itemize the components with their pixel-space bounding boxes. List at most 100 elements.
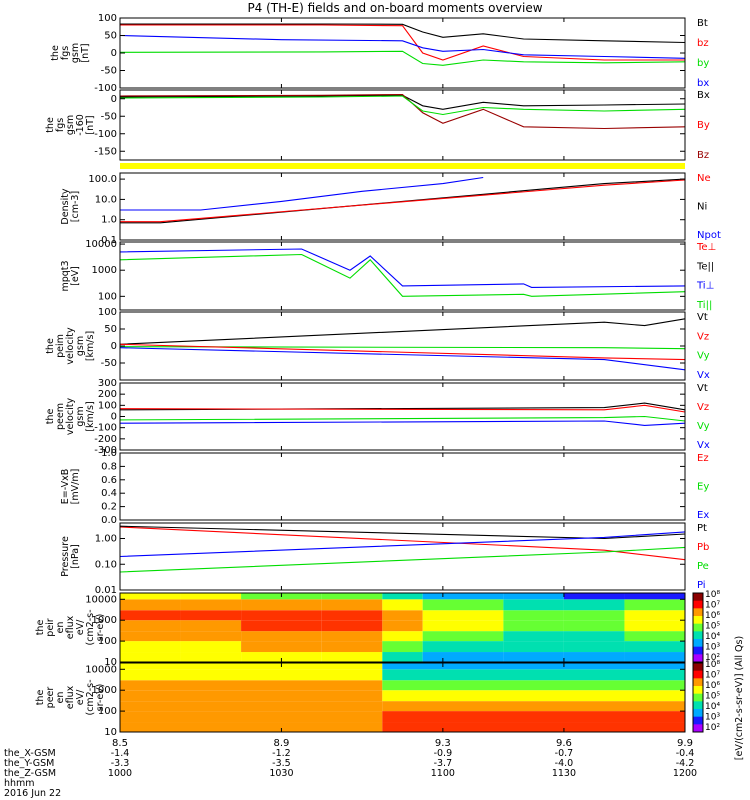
legend-entry: Ni — [697, 202, 707, 213]
colorbar-segment — [693, 678, 703, 687]
y-tick-label: 1.0 — [101, 448, 117, 459]
legend-entry: Te|| — [696, 261, 714, 272]
y-axis-label: E=-VxB [mV/m] — [60, 469, 81, 505]
heat-cell — [241, 599, 322, 611]
heat-cell — [321, 593, 383, 600]
heat-cell — [563, 610, 625, 621]
heat-cell — [503, 641, 564, 653]
y-tick-label: 10000 — [85, 239, 117, 250]
series-line — [119, 347, 686, 371]
colorbar-frame — [692, 592, 704, 663]
y-tick-label: 100.0 — [88, 174, 117, 185]
panel-mpqt3: 100 1000 10000 mpqt3 [eV] Te⊥ Te|| Ti⊥ Ti|| — [60, 239, 716, 311]
y-axis-label-line: Density — [60, 188, 71, 224]
colorbar-segment — [693, 663, 703, 672]
heat-cell — [382, 701, 685, 712]
x-row-value: -3.3 — [111, 758, 130, 769]
heat-cell — [321, 641, 383, 653]
panel-fgs-gsm: -100 -50 0 50 100 the fgs gsm [nT] Bt bz by bx — [50, 13, 709, 94]
colorbar-tick-label: 10² — [705, 723, 720, 733]
heat-cell — [624, 631, 685, 642]
x-row-value: -0.4 — [676, 748, 695, 759]
series-line — [119, 346, 686, 350]
colorbar-segment — [693, 593, 703, 602]
legend-entry: Vz — [697, 331, 709, 342]
colorbar-tick-label: 10⁴ — [705, 632, 720, 642]
y-tick-label: 100 — [98, 400, 117, 411]
legend-entry: bz — [697, 38, 709, 49]
y-axis-label-line: the — [50, 45, 61, 61]
y-axis-label-line: en — [55, 622, 66, 634]
heat-cell — [180, 610, 242, 621]
y-axis-label-line: [cm-3] — [70, 191, 81, 222]
y-axis-label-line: the — [45, 117, 56, 133]
heat-cell — [624, 610, 685, 621]
colorbar-segment — [693, 631, 703, 640]
x-row-value: -1.2 — [272, 748, 291, 759]
heat-cell — [422, 593, 504, 600]
panel-efield: 0.0 0.2 0.4 0.6 0.8 1.0 E=-VxB [mV/m] Ez Ey Ex — [60, 448, 709, 526]
heat-cell — [624, 641, 685, 653]
x-tick-label: 9.3 — [435, 738, 451, 749]
heat-cell — [382, 722, 685, 732]
colorbar-segment — [693, 646, 703, 655]
heat-cell — [120, 663, 383, 670]
y-tick-label: 1000 — [92, 615, 117, 626]
legend-entry: Ez — [697, 453, 709, 464]
heat-cell — [624, 620, 685, 632]
heat-cell — [382, 669, 685, 681]
y-tick-label: 300 — [98, 378, 117, 389]
y-tick-label: -100 — [94, 83, 117, 94]
y-tick-label: 0 — [111, 341, 117, 352]
y-tick-label: -300 — [94, 445, 117, 456]
legend-entry: Ex — [697, 510, 709, 521]
colorbar-tick-label: 10⁸ — [705, 590, 720, 600]
heat-cell — [120, 711, 383, 723]
y-axis-label-line: en — [55, 692, 66, 704]
y-tick-label: 10.0 — [95, 194, 117, 205]
colorbar-segment — [693, 639, 703, 648]
y-axis-label-line: velocity — [65, 327, 76, 365]
heat-cell — [120, 610, 181, 621]
series-line — [119, 526, 686, 561]
legend-entry: by — [697, 58, 709, 69]
heat-cell — [503, 593, 564, 600]
x-row-value: 1000 — [108, 768, 132, 779]
y-axis-label: the peir en eflux eV/(cm2-s-sr-eV) — [35, 609, 106, 645]
y-tick-label: -150 — [94, 146, 117, 157]
colorbar-tick-label: 10⁶ — [705, 681, 720, 691]
legend-entry: Bz — [697, 150, 709, 161]
heat-cell — [422, 631, 504, 642]
heat-cell — [503, 652, 564, 662]
y-axis-label: the fgs gsm [nT] — [50, 43, 91, 63]
legend-entry: Te⊥ — [696, 242, 716, 253]
x-row-name: the_Y-GSM — [4, 758, 54, 769]
legend-entry: Vx — [697, 440, 710, 451]
y-tick-label: -50 — [101, 66, 117, 77]
y-axis-label-line: (cm2-s- — [85, 609, 96, 645]
series-line — [119, 343, 686, 361]
y-axis-label-line: gsm — [75, 336, 86, 356]
y-axis-label-line: Pressure — [60, 536, 71, 577]
legend-entry: Ne — [697, 173, 711, 184]
colorbar-segment — [693, 616, 703, 625]
series-line — [119, 93, 686, 130]
heat-cell — [422, 599, 504, 611]
y-tick-label: 0.10 — [95, 559, 117, 570]
heat-cell — [321, 599, 383, 611]
series-line — [119, 34, 686, 59]
heat-cell — [241, 631, 322, 642]
panel-frame — [119, 452, 686, 521]
x-axis: 8.5 8.9 9.3 9.6 9.9 the_X-GSM -1.4 -1.2 -0.9 -0.7… — [4, 636, 745, 799]
panel-frame — [119, 522, 686, 591]
y-axis-label: mpqt3 [eV] — [60, 260, 81, 291]
heat-cell — [563, 631, 625, 642]
colorbar-tick-label: 10⁵ — [705, 692, 720, 702]
heat-cell — [120, 652, 181, 662]
heat-cell — [180, 599, 242, 611]
heat-cell — [241, 620, 322, 632]
heat-cell — [624, 599, 685, 611]
panel-frame — [119, 592, 686, 663]
